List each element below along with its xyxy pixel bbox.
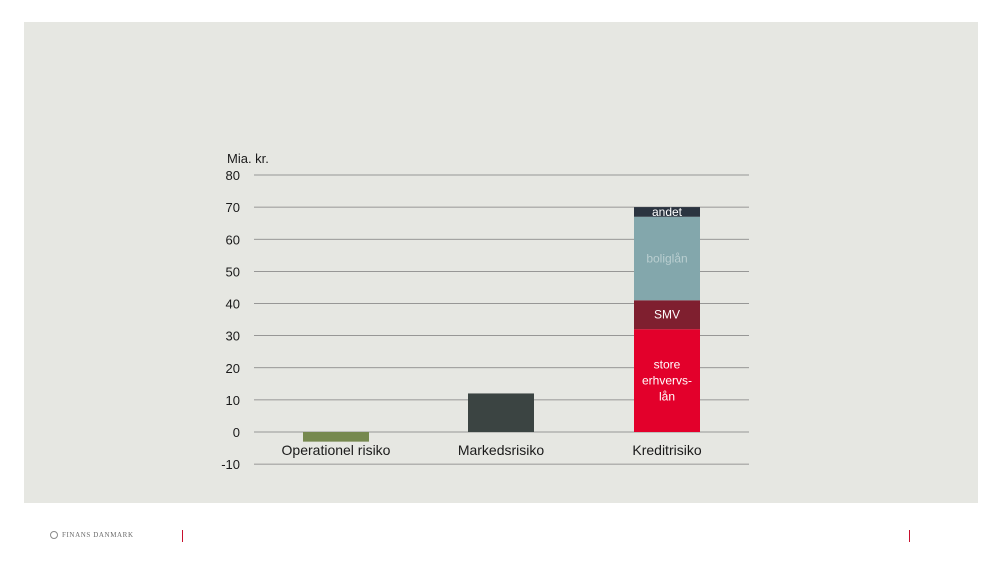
bar-segment: [303, 432, 369, 442]
y-tick-label: 80: [226, 168, 240, 183]
y-tick-label: 20: [226, 361, 240, 376]
y-tick-labels: -10 0 10 20 30 40 50 60 70 80: [221, 168, 240, 472]
y-tick-label: 40: [226, 297, 240, 312]
segment-label: boliglån: [646, 252, 687, 266]
y-tick-label: 30: [226, 329, 240, 344]
segment-label: andet: [652, 205, 683, 219]
bar-segment: [634, 207, 700, 217]
y-tick-label: 0: [233, 425, 240, 440]
bar-segment: [468, 393, 534, 432]
x-tick-label: Operationel risiko: [282, 442, 391, 458]
y-tick-label: -10: [221, 457, 240, 472]
footer-divider-left: [182, 530, 183, 542]
bars: store erhvervs-lån SMV boliglån andet: [303, 205, 700, 442]
footer-divider-right: [909, 530, 910, 542]
y-tick-label: 60: [226, 232, 240, 247]
logo-mark-icon: [50, 531, 58, 539]
bar-segment: [634, 300, 700, 330]
finans-danmark-logo: FINANS DANMARK: [50, 531, 134, 539]
y-tick-label: 70: [226, 200, 240, 215]
y-tick-label: 50: [226, 264, 240, 279]
segment-label: lån: [659, 390, 675, 404]
logo-text: FINANS DANMARK: [62, 531, 134, 539]
x-tick-label: Kreditrisiko: [632, 442, 701, 458]
bar-segment: [634, 216, 700, 301]
segment-label: store: [654, 358, 681, 372]
y-axis-title: Mia. kr.: [227, 151, 269, 166]
x-tick-labels: Operationel risiko Markedsrisiko Kreditris…: [282, 442, 702, 458]
segment-label: erhvervs-: [642, 374, 692, 388]
y-tick-label: 10: [226, 393, 240, 408]
bar-segment: [634, 329, 700, 432]
segment-label: SMV: [654, 308, 680, 322]
x-tick-label: Markedsrisiko: [458, 442, 545, 458]
